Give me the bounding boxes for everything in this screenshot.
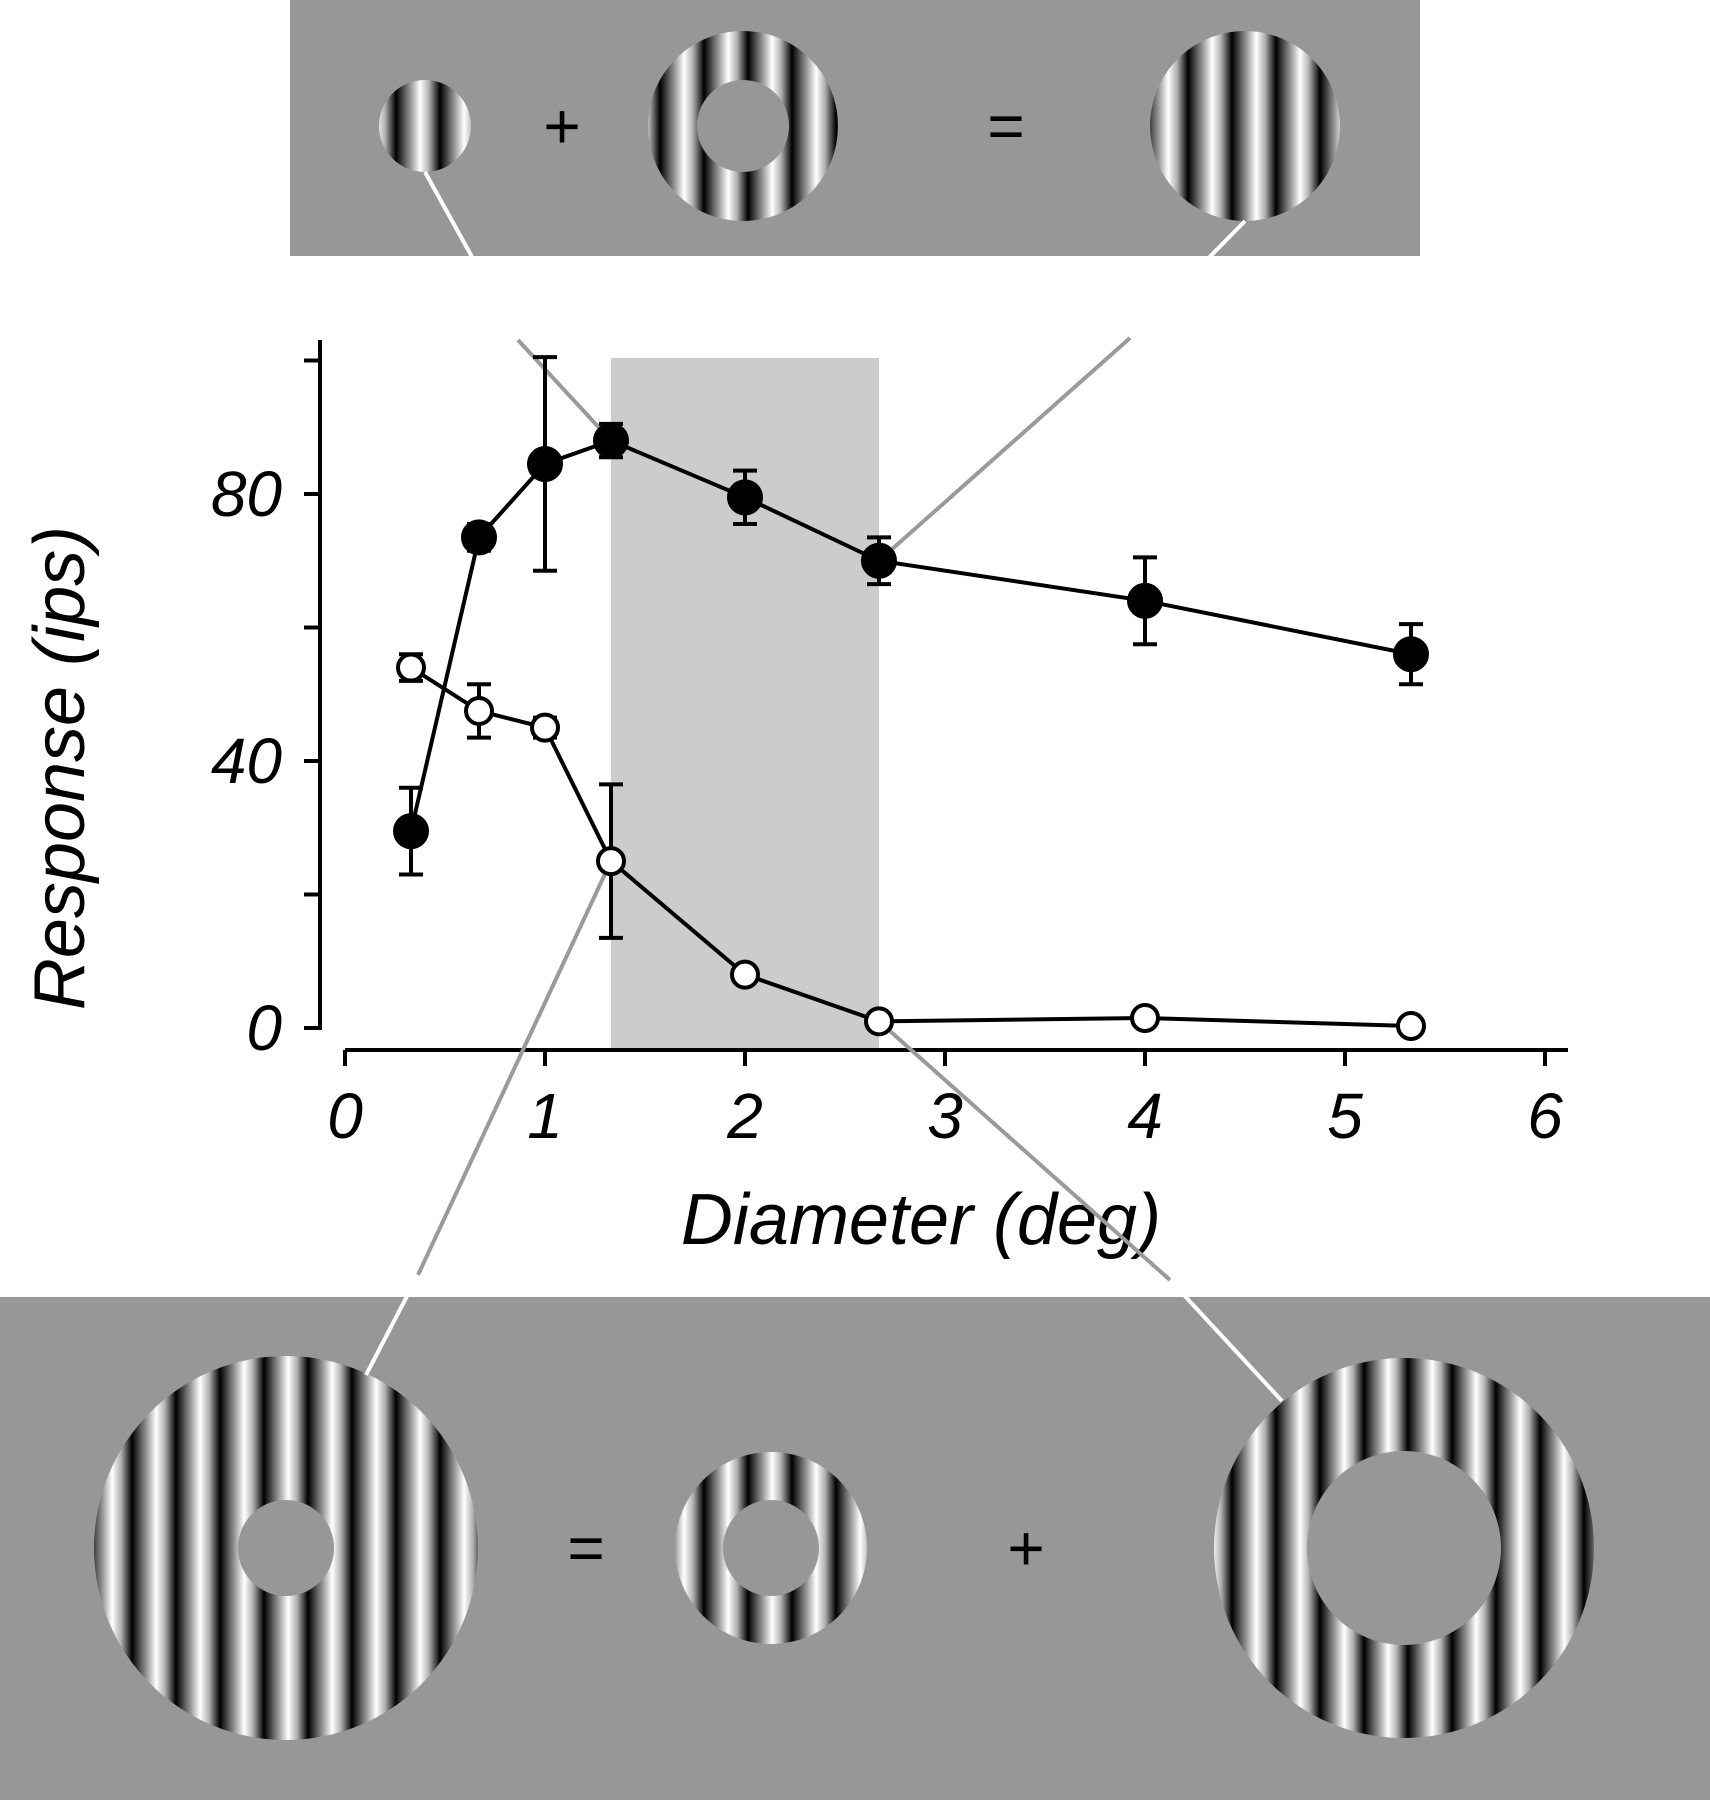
connector-top-large-disc-light	[1128, 219, 1247, 340]
small-grating-disc	[379, 80, 471, 172]
data-point-open-7	[1396, 1010, 1426, 1041]
data-point-open-6	[1130, 1002, 1160, 1033]
data-point-filled-1	[461, 519, 497, 556]
annulus-hole-top	[697, 80, 789, 172]
connector-top-large-disc-dark	[877, 336, 1132, 563]
large-grating-disc	[1150, 31, 1340, 221]
top-stimulus-panel: + =	[290, 0, 1420, 256]
x-tick-label-4: 4	[1127, 1080, 1163, 1152]
bottom-stimulus-panel: = +	[0, 1297, 1710, 1800]
x-tick-label-5: 5	[1327, 1080, 1363, 1152]
y-axis-ticks: 0 40 80	[211, 358, 320, 1064]
annulus-hole-bottom-middle	[723, 1500, 819, 1596]
series-line-filled	[409, 438, 1412, 832]
connector-bottom-outer-annulus-light	[1168, 1278, 1284, 1403]
y-tick-label-40: 40	[211, 725, 283, 797]
connector-bottom-outer-annulus-dark	[877, 1019, 1172, 1282]
data-point-open-5	[864, 1006, 894, 1037]
connector-bottom-large-annulus-light	[364, 1274, 420, 1376]
bottom-plus-sign: +	[1007, 1512, 1044, 1584]
annulus-hole-bottom-right	[1307, 1451, 1501, 1645]
data-point-filled-2	[527, 445, 563, 482]
data-point-open-0	[396, 652, 426, 683]
data-point-filled-3	[593, 422, 629, 459]
x-tick-label-2: 2	[726, 1080, 763, 1152]
x-tick-label-0: 0	[327, 1080, 363, 1152]
x-tick-label-1: 1	[527, 1080, 563, 1152]
highlight-band	[611, 358, 879, 1050]
y-axis-label: Response (ips)	[20, 526, 100, 1010]
series-filled	[393, 355, 1429, 877]
data-point-filled-7	[1393, 636, 1429, 673]
y-tick-label-80: 80	[211, 458, 283, 530]
connector-lines	[364, 171, 1284, 1403]
axes	[318, 340, 1568, 1052]
data-series	[393, 355, 1429, 1041]
x-axis-label: Diameter (deg)	[681, 1180, 1161, 1260]
data-point-filled-0	[393, 813, 429, 850]
data-point-open-4	[730, 959, 760, 990]
data-point-filled-5	[861, 542, 897, 579]
series-open	[396, 652, 1426, 1041]
connector-top-small-disc-dark	[516, 338, 613, 442]
data-point-open-3	[596, 846, 626, 877]
data-point-filled-4	[727, 479, 763, 516]
data-point-open-1	[464, 695, 494, 726]
connector-bottom-large-annulus-dark	[416, 860, 613, 1276]
x-tick-label-6: 6	[1527, 1080, 1563, 1152]
data-point-open-2	[530, 712, 560, 743]
annulus-hole-bottom-left	[238, 1500, 334, 1596]
bottom-equals-sign: =	[567, 1512, 604, 1584]
top-equals-sign: =	[987, 90, 1024, 162]
data-point-filled-6	[1127, 582, 1163, 619]
top-plus-sign: +	[543, 90, 580, 162]
connector-top-small-disc-light	[423, 171, 520, 341]
y-tick-label-0: 0	[246, 992, 282, 1064]
